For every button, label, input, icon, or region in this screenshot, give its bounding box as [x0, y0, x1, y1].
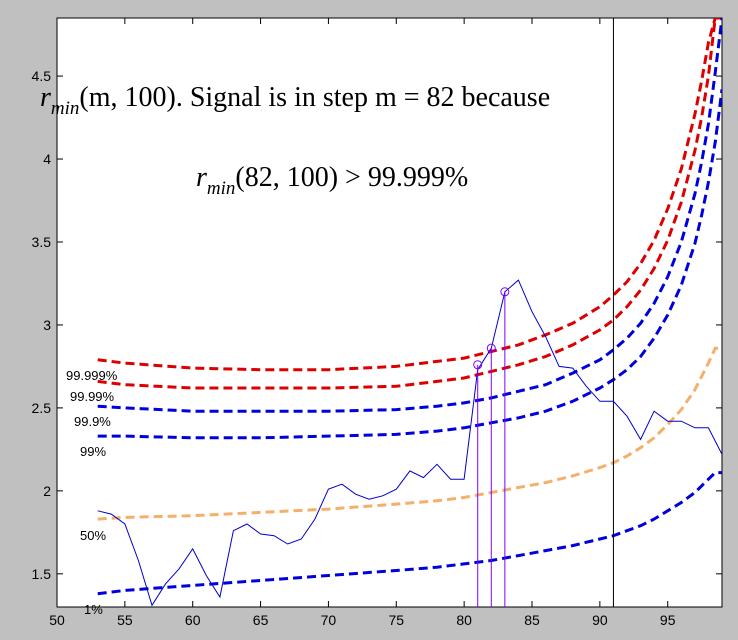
signal-markers	[473, 287, 510, 607]
percentile-label-3: 99%	[80, 444, 106, 459]
y-tick-label-4: 4	[43, 151, 51, 167]
curve-50	[97, 346, 722, 521]
threshold-curves	[97, 18, 722, 596]
plot-area	[56, 17, 723, 608]
y-tick-label-2.5: 2.5	[32, 400, 52, 416]
tick-labels: 50 55 60 65 70 75 80 85 90 95 1.5 2 2.5 3 3.5 4 4.5	[32, 68, 676, 628]
y-tick-label-3: 3	[43, 317, 51, 333]
x-tick-label-70: 70	[321, 612, 337, 628]
signal-line	[97, 279, 722, 607]
percentile-label-2: 99.9%	[74, 414, 111, 429]
title-line-1-sub: min	[51, 98, 80, 119]
percentile-label-0: 99.999%	[66, 368, 118, 383]
title-line-1-r: r	[40, 82, 51, 113]
x-tick-label-90: 90	[592, 612, 608, 628]
percentile-label-1: 99.99%	[70, 389, 115, 404]
x-tick-label-80: 80	[456, 612, 472, 628]
x-tick-label-60: 60	[185, 612, 201, 628]
curve-1	[97, 471, 722, 596]
signal-line-group	[97, 18, 722, 607]
x-tick-label-75: 75	[388, 612, 404, 628]
title-line-1: rmin(m, 100). Signal is in step m = 82 b…	[40, 82, 550, 119]
x-tick-label-55: 55	[117, 612, 133, 628]
curve-9999	[97, 18, 722, 390]
x-tick-label-85: 85	[524, 612, 540, 628]
curve-999	[97, 18, 722, 413]
x-tick-label-50: 50	[49, 612, 65, 628]
percentile-label-4: 50%	[80, 528, 106, 543]
title-line-2: rmin(82, 100) > 99.999%	[196, 162, 468, 199]
title-line-1-rest: (m, 100). Signal is in step m = 82 becau…	[79, 82, 550, 113]
marker-83	[500, 287, 510, 297]
y-tick-label-3.5: 3.5	[32, 234, 52, 250]
marker-81	[473, 360, 483, 370]
y-tick-label-1.5: 1.5	[32, 566, 52, 582]
marker-82	[486, 343, 496, 353]
x-tick-label-95: 95	[660, 612, 676, 628]
title-line-2-rest: (82, 100) > 99.999%	[235, 162, 468, 193]
y-tick-label-4.5: 4.5	[32, 68, 52, 84]
title-line-2-sub: min	[207, 178, 236, 199]
y-tick-label-2: 2	[43, 483, 51, 499]
percentile-label-5: 1%	[84, 602, 103, 617]
curve-99999	[97, 18, 722, 372]
curve-99	[97, 89, 722, 440]
percentile-labels: 99.999% 99.99% 99.9% 99% 50% 1%	[66, 368, 118, 617]
x-tick-label-65: 65	[253, 612, 269, 628]
title-line-2-r: r	[196, 162, 207, 193]
axis-ticks	[56, 18, 722, 607]
